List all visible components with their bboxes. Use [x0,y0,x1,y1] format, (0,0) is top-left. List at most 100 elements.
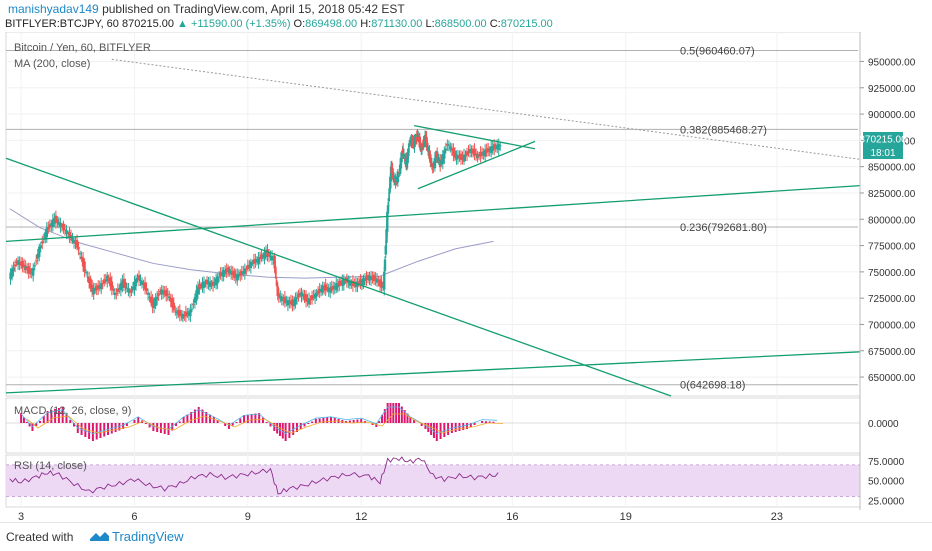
candle-body [92,287,95,295]
candle-body [285,301,288,303]
author-link[interactable]: manishyadav149 [8,2,99,16]
low-label: L: [425,18,435,30]
candle-body [309,299,312,301]
trendline [5,184,861,243]
macd-histogram-bar [439,423,442,439]
candle-body [267,252,271,257]
candle-body [462,154,466,162]
candle-body [497,143,500,150]
candle-body [374,277,377,280]
candle-body [53,217,56,224]
candle-body [386,205,390,214]
candle-body [66,233,70,235]
candle-body [447,144,451,146]
candle-body [143,282,147,290]
rsi-tick-label: 75.0000 [868,457,905,468]
price-tick-label: 725000.00 [868,294,916,305]
last-price: 870215.00 [121,18,174,30]
candle-body [57,222,61,225]
price-badge: 870215.00 18:01 [859,132,907,159]
candle-body [16,260,20,265]
candle-body [329,287,332,293]
candle-body [316,290,320,294]
macd-histogram-bar [403,410,406,423]
candle-body [266,249,269,257]
candle-body [380,281,383,288]
macd-histogram-bar [281,423,284,439]
candle-body [419,142,422,148]
candle-body [300,292,303,297]
publish-line: manishyadav149 published on TradingView.… [8,2,405,16]
candle-body [131,286,135,290]
chart-grid [5,32,861,508]
candle-body [260,254,263,259]
time-tick-label: 6 [131,511,137,522]
candle-body [249,261,253,269]
candle-body [45,227,49,238]
macd-histogram-bar [243,415,246,423]
candle-body [389,166,393,182]
candle-body [335,283,338,291]
candle-body [127,288,130,293]
macd-histogram-bar [492,421,495,423]
macd-histogram-bar [95,423,98,440]
macd-histogram-bar [73,423,76,427]
candle-body [383,271,386,290]
candle-body [112,288,115,291]
candle-body [277,293,281,298]
high-value: 871130.00 [371,18,423,30]
fib-level-label: 0(642698.18) [680,380,745,392]
candle-body [30,273,33,275]
macd-tick-label: 0.0000 [868,419,899,430]
candle-body [222,270,225,277]
candle-body [189,309,192,317]
macd-histogram-bar [254,413,257,423]
macd-histogram-bar [481,421,484,423]
candle-body [21,260,24,268]
candle-body [180,314,183,316]
macd-histogram-bar [193,409,196,423]
candle-body [24,266,27,270]
candle-body [134,278,138,287]
ma-200-line [9,208,494,279]
tradingview-brand[interactable]: TradingView [112,529,184,544]
candle-body [351,280,355,287]
candle-body [291,299,294,306]
legend-ma: MA (200, close) [14,58,90,70]
candle-body [80,256,83,260]
macd-histogram-bar [356,419,359,423]
macd-histogram-bar [122,423,125,429]
time-tick-label: 3 [18,511,24,522]
time-tick-label: 12 [355,511,367,522]
candle-body [110,281,114,290]
macd-histogram-bar [91,423,94,441]
candle-body [161,291,165,294]
candle-body [385,229,388,243]
candle-body [54,215,58,223]
candle-body [178,310,182,317]
candle-body [468,148,472,154]
created-with-text: Created with [6,530,74,544]
candle-body [98,286,101,289]
candle-body [87,277,91,283]
candle-body [36,253,39,259]
candle-body [456,155,460,159]
candle-body [171,298,174,308]
price-chart[interactable]: 0.5(960460.07) 0.382(885468.27) 0.236(7926… [0,32,932,522]
candle-body [455,154,458,160]
candle-body [157,293,160,296]
price-tick-label: 800000.00 [868,215,916,226]
macd-histogram-bar [50,410,53,423]
candle-body [421,144,424,147]
macd-histogram-bar [424,423,427,429]
candle-body [137,275,141,281]
macd-histogram-bar [378,421,381,423]
macd-histogram-bar [400,406,403,423]
candle-body [18,262,21,265]
candle-body [56,219,59,224]
candle-body [174,310,177,312]
trendline [417,140,536,190]
candle-body [477,155,481,157]
candle-body [491,146,494,151]
candle-body [465,151,469,156]
